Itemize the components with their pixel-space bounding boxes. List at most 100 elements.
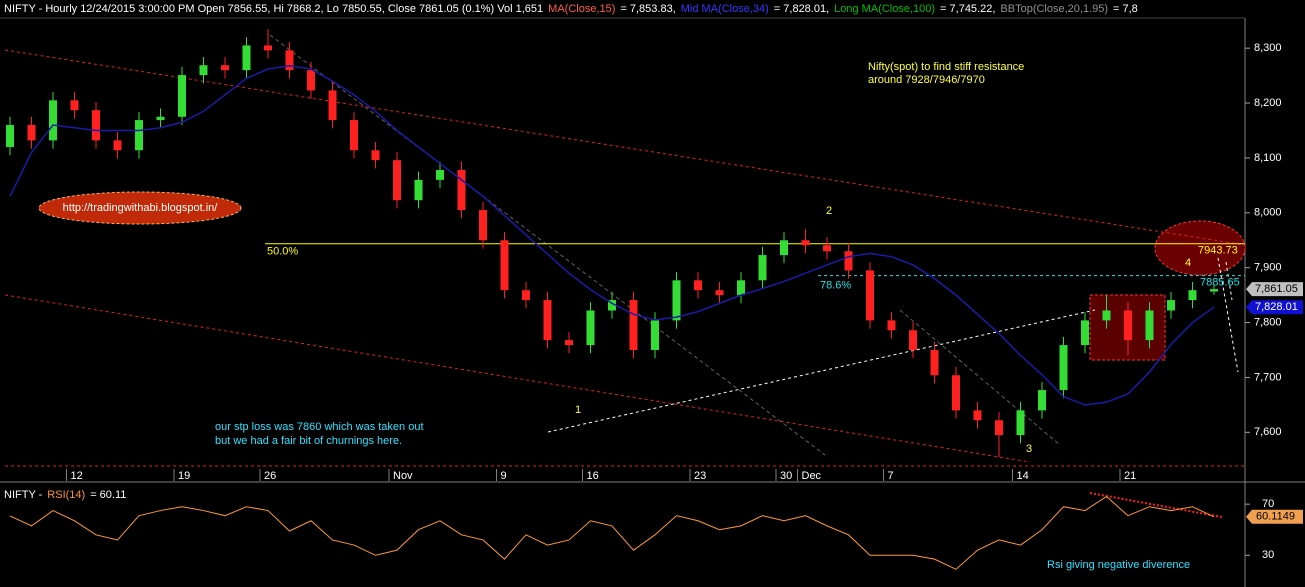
candle-body xyxy=(135,120,143,151)
candle-body xyxy=(328,90,337,121)
candle-body xyxy=(178,75,186,117)
channel-line xyxy=(4,294,1031,463)
candle-body xyxy=(156,116,165,121)
panel-header: NIFTY - RSI(14) = 60.11 xyxy=(4,489,126,501)
price-tag xyxy=(1246,300,1303,315)
wave-label: 1 xyxy=(575,404,581,416)
x-tick-label: Dec xyxy=(802,470,822,482)
header-segment: MA(Close,15) xyxy=(548,3,615,15)
candle-body xyxy=(672,280,681,321)
y-tick-label: 7,900 xyxy=(1254,262,1282,274)
candle-body xyxy=(651,320,659,351)
y-tick-label: 8,200 xyxy=(1254,97,1282,109)
x-tick-label: 26 xyxy=(264,470,276,482)
candle-body xyxy=(1038,390,1046,411)
candle-body xyxy=(823,245,831,252)
header-segment: NIFTY - Hourly 12/24/2015 3:00:00 PM Ope… xyxy=(4,3,543,15)
y-tick-label: 8,300 xyxy=(1254,42,1282,54)
level-label: 78.6% xyxy=(820,279,851,291)
candle-body xyxy=(1145,310,1154,341)
candle-body xyxy=(49,100,57,141)
price-tag-label: 7,861.05 xyxy=(1255,283,1298,295)
header-segment: = 7,828.01, xyxy=(774,3,829,15)
resistance-zone xyxy=(1154,220,1246,276)
candle-body xyxy=(199,65,208,76)
x-tick-label: 30 xyxy=(780,470,792,482)
x-tick-label: 16 xyxy=(587,470,599,482)
candle-body xyxy=(522,290,530,301)
price-tag xyxy=(1246,282,1303,297)
candle-body xyxy=(844,251,853,271)
candle-body xyxy=(436,170,444,180)
y-tick-label: 7,800 xyxy=(1254,316,1282,328)
candle-body xyxy=(629,300,638,351)
candle-body xyxy=(801,240,810,246)
candle-body xyxy=(887,320,896,331)
candle-body xyxy=(758,255,767,281)
candle-body xyxy=(909,330,917,351)
y-tick-label: 8,000 xyxy=(1254,207,1282,219)
candle-body xyxy=(1167,300,1175,311)
candle-body xyxy=(92,110,100,141)
candle-body xyxy=(1102,310,1111,321)
candle-body xyxy=(371,150,380,161)
header-segment: BBTop(Close,20,1.95) xyxy=(1000,3,1108,15)
rsi-tag xyxy=(1246,509,1303,524)
header-segment: Mid MA(Close,34) xyxy=(681,3,769,15)
x-tick-label: 7 xyxy=(888,470,894,482)
wave-label: 4 xyxy=(1185,257,1191,269)
y-tick-label: 8,100 xyxy=(1254,152,1282,164)
candle-body xyxy=(500,240,509,291)
x-tick-label: 14 xyxy=(1017,470,1029,482)
candle-body xyxy=(242,45,251,71)
annotation: but we had a fair bit of churnings here. xyxy=(215,435,402,447)
candle-body xyxy=(973,410,982,421)
candle-body xyxy=(1124,310,1132,341)
annotation: Rsi giving negative diverence xyxy=(1047,559,1190,571)
ma-line xyxy=(9,64,1215,406)
candle-body xyxy=(930,350,939,376)
candle-body xyxy=(1016,410,1025,436)
header-segment: = 60.11 xyxy=(90,489,126,501)
candle-body xyxy=(543,300,552,341)
candle-body xyxy=(70,100,79,111)
url-badge xyxy=(38,191,242,225)
candle-body xyxy=(264,45,272,51)
level-label: 50.0% xyxy=(267,246,298,258)
candle-body xyxy=(393,160,401,201)
price-tag-label: 7,828.01 xyxy=(1255,301,1298,313)
candle-body xyxy=(113,140,122,151)
candle-body xyxy=(565,340,573,346)
projection-line xyxy=(1225,261,1233,301)
rsi-tag-label: 60.1149 xyxy=(1256,511,1295,523)
header-segment: = 7,8 xyxy=(1113,3,1138,15)
candle-body xyxy=(6,125,14,147)
candle-body xyxy=(307,70,315,91)
x-tick-label: Nov xyxy=(393,470,413,482)
candle-body xyxy=(694,280,702,291)
wave-label: 3 xyxy=(1026,443,1032,455)
level-value: 7943.73 xyxy=(1198,245,1238,257)
url-text: http://tradingwithabi.blogspot.in/ xyxy=(63,202,219,214)
level-value: 7885.65 xyxy=(1200,276,1240,288)
y-tick-label: 70 xyxy=(1262,498,1274,510)
candle-body xyxy=(1188,290,1197,301)
rsi-line xyxy=(9,495,1215,570)
candle-body xyxy=(27,125,36,141)
candle-body xyxy=(285,50,294,71)
header-segment: = 7,853.83, xyxy=(620,3,675,15)
header-segment: Long MA(Close,100) xyxy=(834,3,935,15)
projection-line xyxy=(1217,257,1239,373)
x-tick-label: 19 xyxy=(178,470,190,482)
x-tick-label: 9 xyxy=(501,470,507,482)
x-tick-label: 21 xyxy=(1124,470,1136,482)
y-tick-label: 7,600 xyxy=(1254,426,1282,438)
candle-body xyxy=(715,290,724,296)
candle-body xyxy=(995,420,1003,436)
candle-body xyxy=(780,240,788,256)
wave-label: 2 xyxy=(826,205,832,217)
candle-body xyxy=(1081,320,1089,346)
